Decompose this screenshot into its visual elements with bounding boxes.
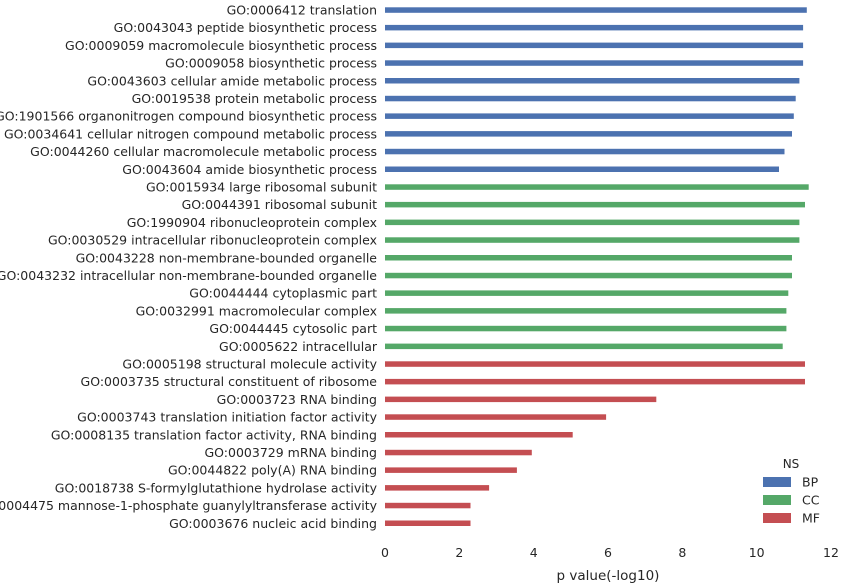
bar-bp xyxy=(385,113,794,119)
bar-cc xyxy=(385,325,787,332)
bar-bp xyxy=(385,131,792,137)
legend-items-group: BP CC MF xyxy=(763,475,820,526)
legend-label: BP xyxy=(802,475,819,490)
category-label: GO:0043603 cellular amide metabolic proc… xyxy=(87,73,377,88)
x-tick-label: 0 xyxy=(381,545,389,560)
category-label: GO:0015934 large ribosomal subunit xyxy=(146,180,377,195)
bar-mf xyxy=(385,361,805,367)
category-label: GO:0005622 intracellular xyxy=(219,339,378,354)
category-label: GO:0044445 cytosolic part xyxy=(209,321,377,336)
legend-label: CC xyxy=(802,493,820,508)
legend: NS BP CC MF xyxy=(763,457,820,526)
x-tick-label: 12 xyxy=(823,545,839,560)
category-label: GO:0043043 peptide biosynthetic process xyxy=(114,20,377,35)
category-label: GO:0044391 ribosomal subunit xyxy=(182,197,377,212)
category-label: GO:0003723 RNA binding xyxy=(217,392,377,407)
legend-item-cc: CC xyxy=(763,493,820,508)
category-label: GO:0003729 mRNA binding xyxy=(205,445,378,460)
category-label: GO:0018738 S-formylglutathione hydrolase… xyxy=(55,480,378,495)
bar-bp xyxy=(385,7,807,13)
bar-mf xyxy=(385,485,490,491)
category-label: GO:0003676 nucleic acid binding xyxy=(169,516,377,531)
category-label: GO:0008135 translation factor activity, … xyxy=(51,427,377,442)
bar-bp xyxy=(385,60,804,66)
legend-swatch xyxy=(763,513,791,523)
category-label: GO:0043232 intracellular non-membrane-bo… xyxy=(0,268,377,283)
legend-title: NS xyxy=(783,457,800,471)
category-label: GO:0030529 intracellular ribonucleoprote… xyxy=(48,233,377,248)
category-label: GO:0009059 macromolecule biosynthetic pr… xyxy=(65,38,377,53)
bar-bp xyxy=(385,24,804,31)
legend-swatch xyxy=(763,495,791,505)
category-label: GO:0009058 biosynthetic process xyxy=(165,56,377,71)
bar-cc xyxy=(385,272,792,279)
bar-bp xyxy=(385,95,796,102)
bar-bp xyxy=(385,166,779,172)
legend-item-bp: BP xyxy=(763,475,819,490)
bar-cc xyxy=(385,219,800,226)
bar-mf xyxy=(385,432,573,438)
legend-swatch xyxy=(763,477,791,487)
bar-bp xyxy=(385,78,800,84)
category-label: GO:0034641 cellular nitrogen compound me… xyxy=(4,126,377,141)
bar-cc xyxy=(385,308,787,314)
category-label: GO:0006412 translation xyxy=(227,3,377,18)
category-labels-group: GO:0006412 translation GO:0043043 peptide… xyxy=(0,3,378,531)
legend-item-mf: MF xyxy=(763,511,820,526)
bar-mf xyxy=(385,449,532,456)
bar-mf xyxy=(385,467,517,473)
bar-bp xyxy=(385,42,804,49)
category-label: GO:1901566 organonitrogen compound biosy… xyxy=(0,109,377,124)
bar-cc xyxy=(385,255,792,261)
category-label: GO:0044260 cellular macromolecule metabo… xyxy=(30,144,377,159)
category-label: GO:0019538 protein metabolic process xyxy=(132,91,377,106)
bar-bp xyxy=(385,148,785,155)
bar-cc xyxy=(385,237,800,243)
category-label: GO:1990904 ribonucleoprotein complex xyxy=(127,215,377,230)
bar-cc xyxy=(385,184,809,190)
bar-cc xyxy=(385,201,805,208)
category-label: GO:0032991 macromolecular complex xyxy=(136,303,377,318)
bar-cc xyxy=(385,290,789,296)
category-label: GO:0003735 structural constituent of rib… xyxy=(81,374,378,389)
x-tick-label: 10 xyxy=(749,545,765,560)
category-label: GO:0003743 translation initiation factor… xyxy=(77,410,377,425)
category-label: GO:0044444 cytoplasmic part xyxy=(189,286,377,301)
bar-mf xyxy=(385,378,805,385)
category-label: GO:0043228 non-membrane-bounded organell… xyxy=(76,250,378,265)
x-tick-label: 4 xyxy=(530,545,538,560)
bar-mf xyxy=(385,396,657,403)
x-tick-label: 2 xyxy=(455,545,463,560)
x-axis-ticks-group: 0 2 4 6 8 10 12 xyxy=(381,545,839,560)
bar-mf xyxy=(385,502,471,509)
bar-mf xyxy=(385,414,607,420)
category-label: GO:0005198 structural molecule activity xyxy=(122,357,377,372)
x-tick-label: 6 xyxy=(604,545,612,560)
legend-label: MF xyxy=(802,511,820,526)
x-axis-title: p value(-log10) xyxy=(557,568,660,584)
bars-group xyxy=(385,7,809,526)
bar-mf xyxy=(385,520,471,526)
bar-cc xyxy=(385,343,783,350)
category-label: GO:0004475 mannose-1-phosphate guanylylt… xyxy=(0,498,378,513)
x-tick-label: 8 xyxy=(678,545,686,560)
category-label: GO:0043604 amide biosynthetic process xyxy=(122,162,377,177)
category-label: GO:0044822 poly(A) RNA binding xyxy=(168,463,377,478)
